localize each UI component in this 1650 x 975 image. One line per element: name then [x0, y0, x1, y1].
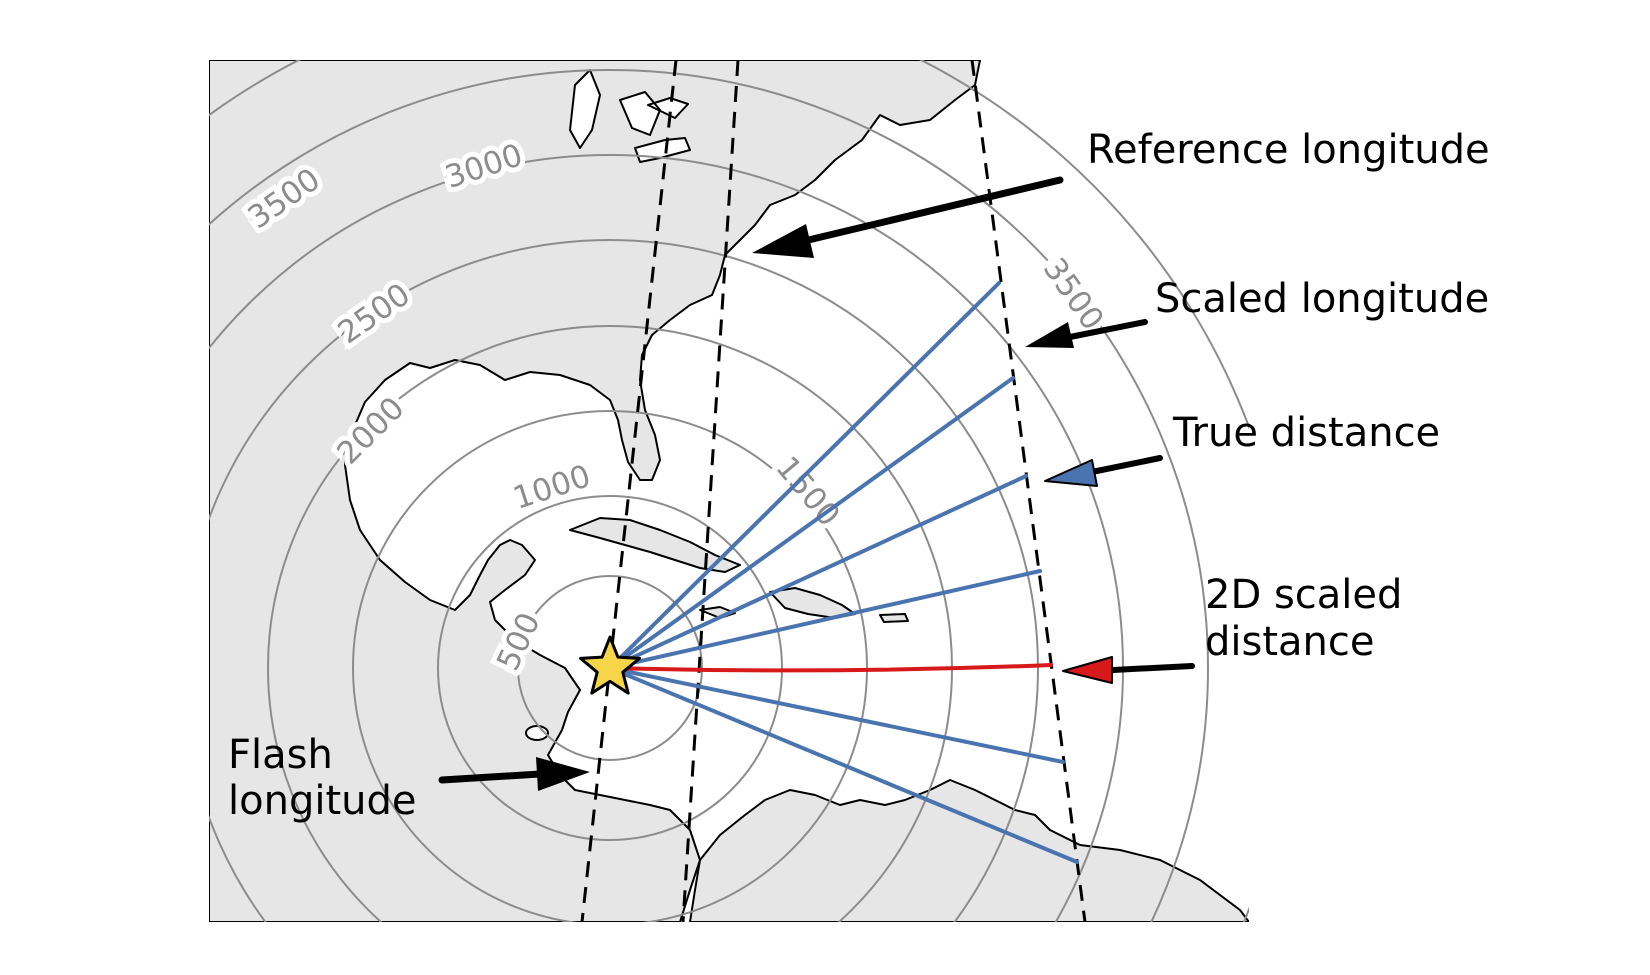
scaled-distance-label-line2: distance — [1205, 619, 1375, 665]
land — [209, 60, 1249, 922]
true-distance-ray — [608, 666, 1079, 864]
distance-rays — [608, 281, 1079, 864]
scaled-longitude-line — [970, 60, 1087, 922]
scaled-distance-label-line1: 2D scaled — [1205, 572, 1402, 618]
south-america-land — [689, 779, 1249, 922]
hispaniola-land — [769, 587, 856, 619]
true-distance-ray — [608, 474, 1028, 670]
annotation-arrows — [438, 176, 1195, 791]
longitude-lines — [580, 60, 1087, 922]
north-america-land — [209, 60, 981, 922]
puerto-rico-land — [879, 613, 909, 623]
reference-longitude-line — [681, 60, 740, 922]
flash-longitude-label-line1: Flash — [228, 732, 333, 778]
star-icon — [579, 635, 641, 695]
true-distance-arrow — [1044, 455, 1163, 487]
scaled-distance-arrow — [1062, 656, 1195, 684]
scaled-longitude-arrow — [1025, 319, 1148, 348]
range-ring — [437, 495, 783, 841]
true-distance-ray — [608, 281, 1001, 670]
cuba-land — [569, 517, 741, 573]
range-ring — [209, 69, 1209, 922]
flash-longitude-line — [580, 60, 678, 922]
true-distance-ray — [608, 569, 1042, 670]
true-distance-label: True distance — [1172, 410, 1440, 456]
reference-longitude-label: Reference longitude — [1087, 127, 1490, 173]
true-distance-ray — [608, 666, 1065, 764]
ring-label-1000: 1000 — [509, 458, 595, 517]
reference-longitude-arrow — [752, 176, 1064, 258]
scaled-longitude-label: Scaled longitude — [1155, 276, 1489, 322]
range-ring — [209, 239, 1039, 922]
ring-label-1500: 1500 — [769, 450, 847, 534]
great-lakes-water — [569, 69, 691, 163]
annotation-labels: Reference longitude Scaled longitude Tru… — [228, 127, 1490, 824]
true-distance-ray — [608, 376, 1015, 670]
scaled-distance-ray — [608, 663, 1053, 673]
flash-longitude-label-line2: longitude — [228, 778, 416, 824]
flash-longitude-arrow — [438, 757, 590, 791]
